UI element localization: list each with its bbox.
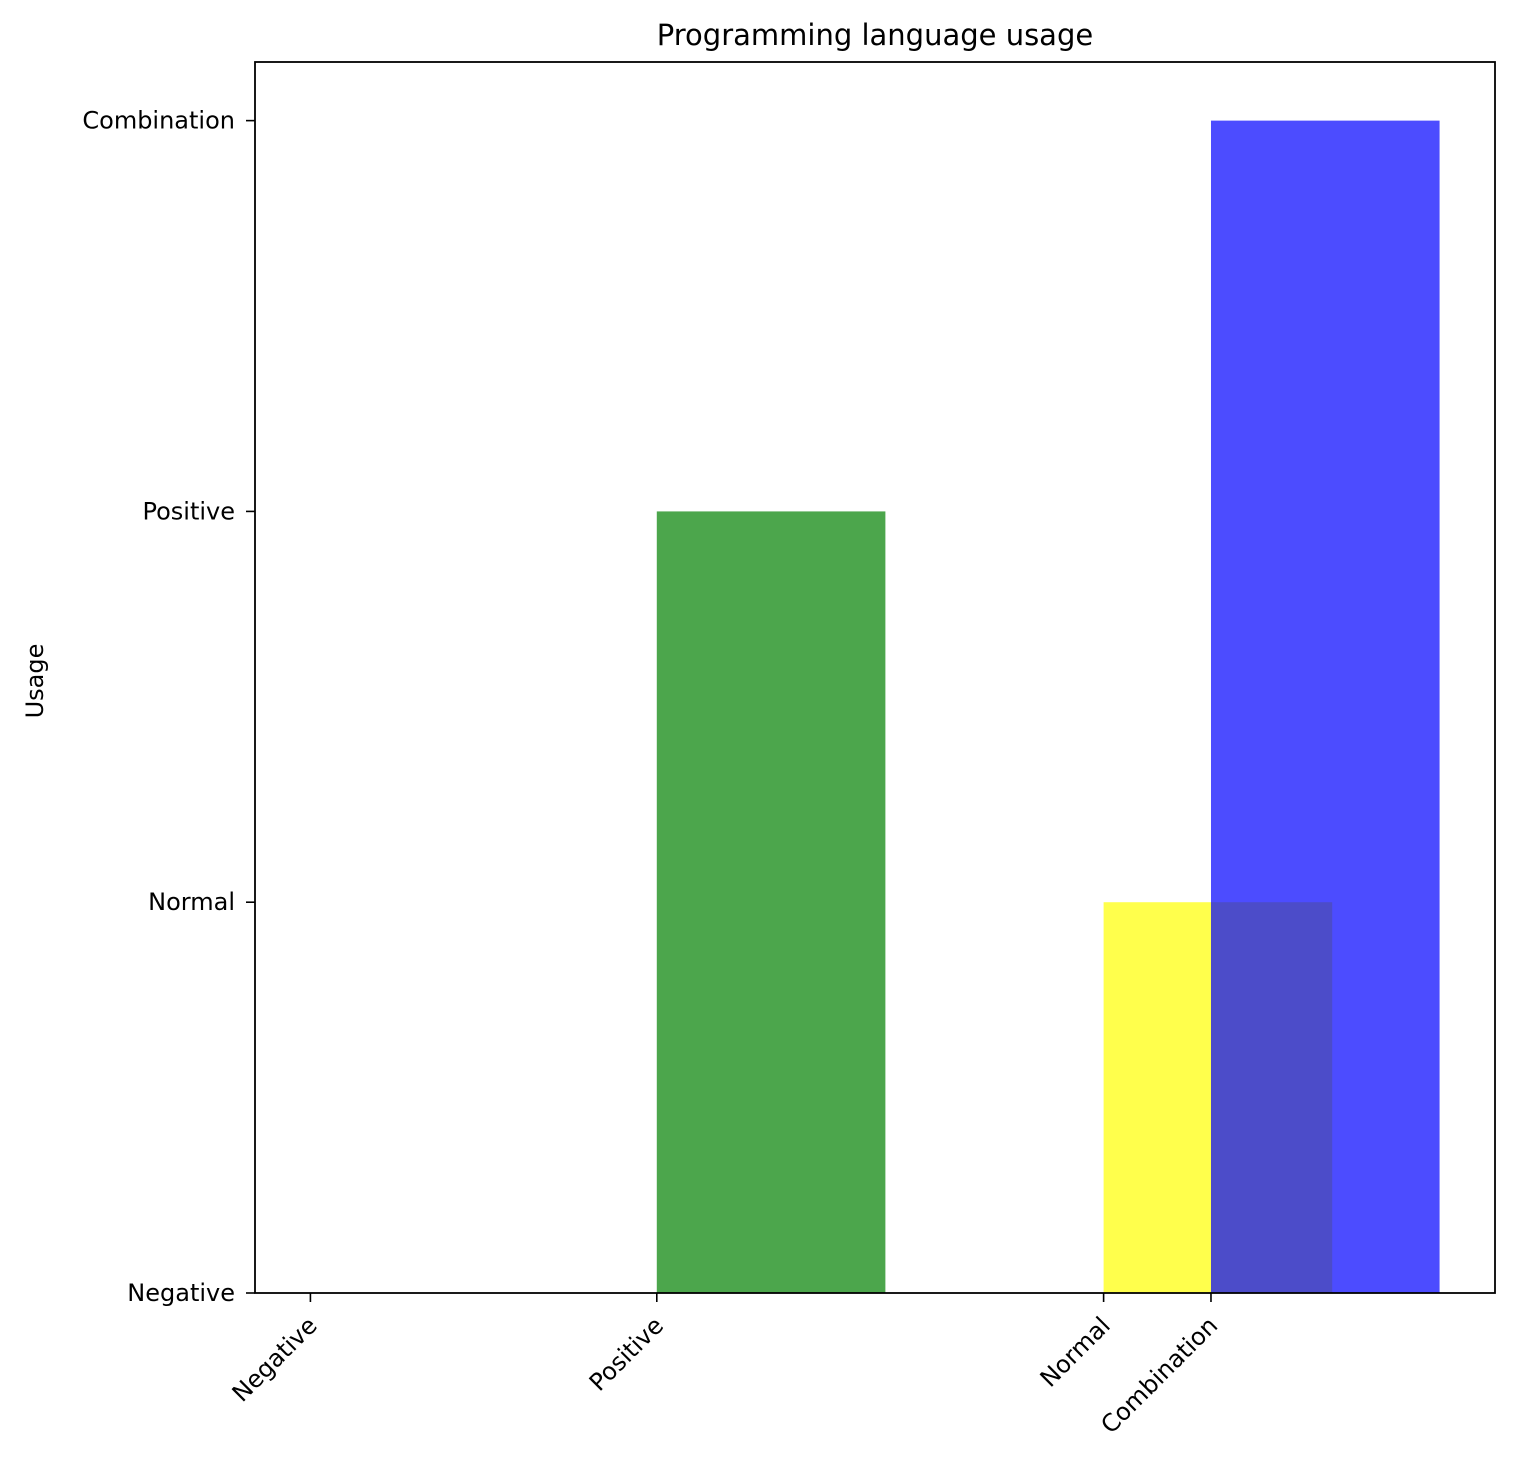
plot-frame: [254, 61, 1496, 1294]
bar-3: [1210, 120, 1440, 1294]
y-tick-label-0: Negative: [127, 1279, 235, 1307]
y-tick-label-3: Combination: [82, 107, 235, 135]
bar-1: [656, 511, 886, 1293]
y-tick-label-2: Positive: [142, 497, 235, 525]
bars-layer: [656, 120, 1440, 1294]
y-axis-label: Usage: [21, 644, 49, 719]
chart-title: Programming language usage: [657, 18, 1093, 52]
y-tick-label-1: Normal: [148, 888, 235, 916]
